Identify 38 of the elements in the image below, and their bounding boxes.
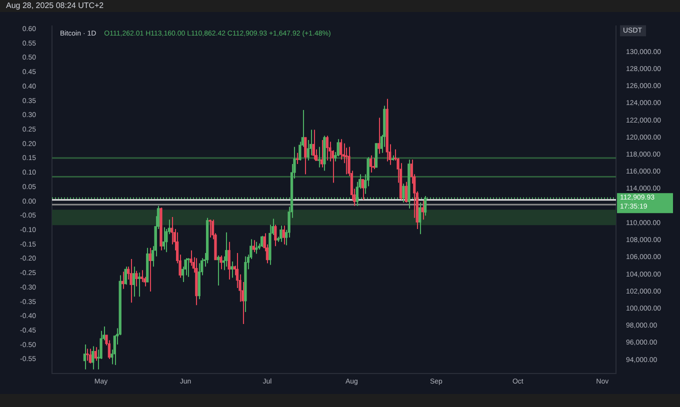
candlestick xyxy=(260,235,264,248)
text: Aug 28, 2025 08:24 UTC+2 xyxy=(5,0,105,12)
candlestick xyxy=(148,247,152,292)
candlestick xyxy=(86,348,89,362)
candlestick xyxy=(208,219,212,238)
candlestick xyxy=(162,226,166,250)
candlestick xyxy=(130,258,132,304)
candlestick xyxy=(320,140,324,168)
candlestick xyxy=(274,224,277,247)
candlestick xyxy=(402,183,405,203)
candlestick xyxy=(83,344,86,370)
candlestick xyxy=(280,225,282,242)
candlestick xyxy=(132,266,136,298)
candlestick xyxy=(138,272,141,298)
candlestick xyxy=(252,240,255,253)
candlestick xyxy=(282,225,285,245)
candlestick xyxy=(312,129,315,160)
candlestick xyxy=(135,270,138,287)
candlestick xyxy=(421,200,424,220)
candlestick xyxy=(220,255,222,270)
candlestick xyxy=(378,117,380,154)
candlestick xyxy=(304,136,307,175)
candlestick xyxy=(339,138,342,160)
candlestick xyxy=(88,348,92,364)
candlestick xyxy=(326,135,329,162)
candlestick xyxy=(140,270,144,283)
candlestick xyxy=(318,146,320,168)
candlestick xyxy=(404,181,408,203)
candlestick xyxy=(92,346,94,370)
candlestick xyxy=(372,157,375,170)
candlestick xyxy=(124,266,127,286)
candlestick xyxy=(255,241,258,254)
candlestick xyxy=(418,202,422,235)
candlestick xyxy=(361,178,364,200)
candlestick xyxy=(228,241,230,280)
candlestick xyxy=(225,232,228,268)
candlestick xyxy=(94,346,97,362)
candlestick xyxy=(369,154,372,174)
